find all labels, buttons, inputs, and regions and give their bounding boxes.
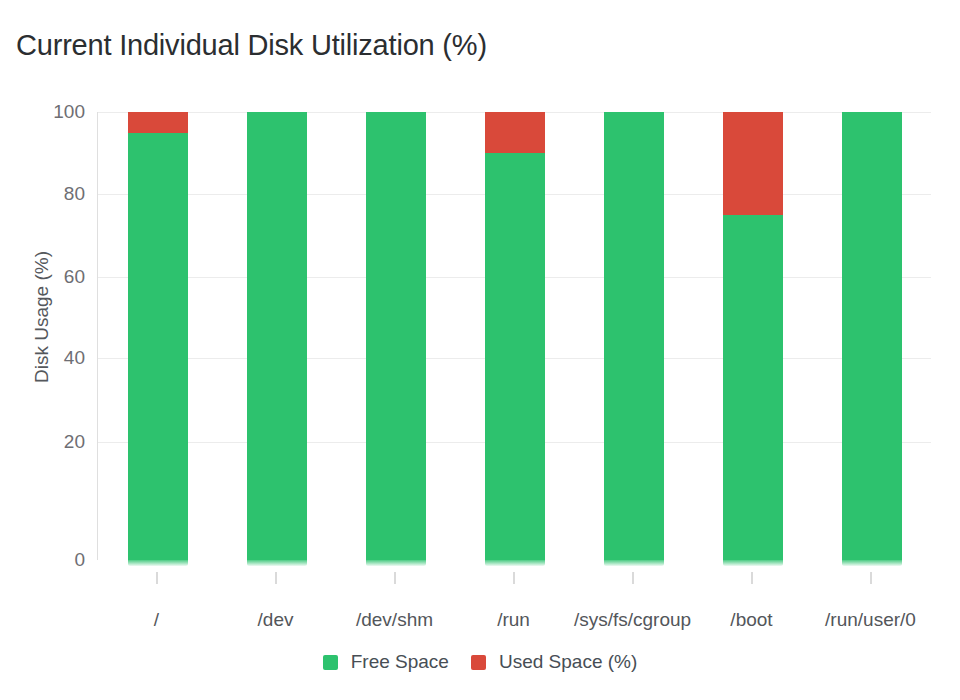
x-tick-mark xyxy=(275,572,277,584)
legend-label: Used Space (%) xyxy=(499,651,637,673)
chart-panel: Current Individual Disk Utilization (%) … xyxy=(0,0,960,700)
x-tick-mark xyxy=(156,572,158,584)
bar-group xyxy=(604,112,664,560)
legend-label: Free Space xyxy=(351,651,449,673)
legend-swatch xyxy=(471,655,486,670)
y-tick-label: 100 xyxy=(0,102,85,122)
bar-group xyxy=(485,112,545,560)
legend-item-used-space[interactable]: Used Space (%) xyxy=(471,651,637,673)
y-tick-label: 20 xyxy=(0,432,85,452)
x-tick-mark xyxy=(632,572,634,584)
y-tick-label: 60 xyxy=(0,267,85,287)
bar-segment-free-space[interactable] xyxy=(247,112,307,560)
bar-group xyxy=(723,112,783,560)
chart-title: Current Individual Disk Utilization (%) xyxy=(16,29,487,62)
x-tick-mark xyxy=(513,572,515,584)
y-tick-label: 80 xyxy=(0,184,85,204)
bar-segment-free-space[interactable] xyxy=(842,112,902,560)
bar-base-glow xyxy=(842,560,902,566)
bar-segment-used-space[interactable] xyxy=(485,112,545,153)
legend-swatch xyxy=(323,655,338,670)
bar-group xyxy=(128,112,188,560)
bar-segment-used-space[interactable] xyxy=(723,112,783,215)
bar-segment-used-space[interactable] xyxy=(128,112,188,132)
legend-item-free-space[interactable]: Free Space xyxy=(323,651,449,673)
x-tick-mark xyxy=(751,572,753,584)
bar-segment-free-space[interactable] xyxy=(604,112,664,560)
x-axis-label: / xyxy=(154,609,159,631)
x-axis-label: /dev/shm xyxy=(356,609,433,631)
bar-base-glow xyxy=(485,560,545,566)
bar-segment-free-space[interactable] xyxy=(366,112,426,560)
bar-base-glow xyxy=(366,560,426,566)
x-tick-mark xyxy=(394,572,396,584)
bar-group xyxy=(842,112,902,560)
x-axis-label: /boot xyxy=(730,609,772,631)
bar-base-glow xyxy=(604,560,664,566)
bar-segment-free-space[interactable] xyxy=(128,133,188,561)
y-tick-label: 0 xyxy=(0,550,85,570)
x-axis-label: /run xyxy=(497,609,530,631)
x-axis-label: /dev xyxy=(258,609,294,631)
y-tick-label: 40 xyxy=(0,348,85,368)
plot-area xyxy=(97,112,931,560)
x-tick-mark xyxy=(870,572,872,584)
bar-base-glow xyxy=(723,560,783,566)
bar-base-glow xyxy=(247,560,307,566)
bar-base-glow xyxy=(128,560,188,566)
bar-segment-free-space[interactable] xyxy=(485,153,545,560)
x-axis-label: /run/user/0 xyxy=(825,609,916,631)
chart-legend: Free Space Used Space (%) xyxy=(0,651,960,673)
bar-segment-free-space[interactable] xyxy=(723,215,783,560)
x-axis-label: /sys/fs/cgroup xyxy=(574,609,691,631)
bar-group xyxy=(247,112,307,560)
bar-group xyxy=(366,112,426,560)
